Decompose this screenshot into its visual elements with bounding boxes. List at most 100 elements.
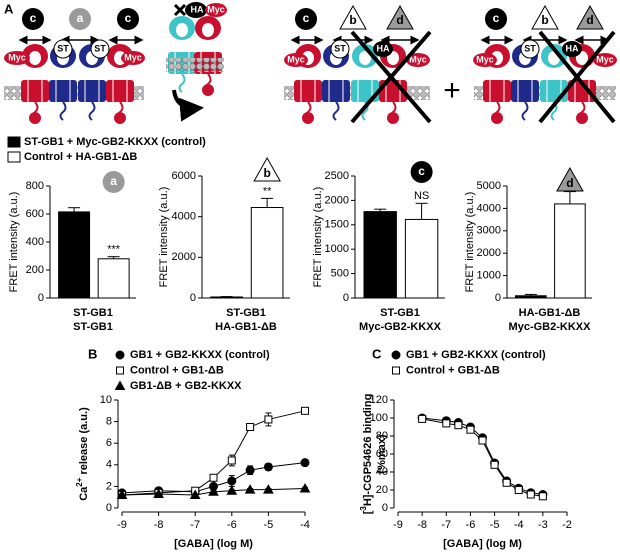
y-tick-label: 2000 [325, 194, 349, 206]
y-tick-label: 5000 [477, 180, 501, 192]
x-label: ST-GB1 [73, 321, 113, 333]
y-axis-label-part: release (a.u.) [78, 407, 90, 478]
tag-label: ST [334, 43, 346, 53]
badge [339, 4, 367, 30]
marker [263, 462, 273, 472]
badge [295, 8, 317, 30]
y-tick-label: 2500 [325, 170, 349, 182]
badge-label: a [110, 174, 117, 188]
tag-label: Myc [124, 52, 142, 62]
x-tick-label: -2 [562, 519, 572, 531]
x-tick-label: -8 [417, 519, 427, 531]
marker [478, 436, 487, 445]
y-axis-label-part: H]-CGP54626 binding [362, 394, 374, 506]
marker [227, 476, 237, 486]
tag-label: Myc [287, 54, 305, 64]
badge-label: d [586, 13, 593, 27]
marker [526, 490, 535, 499]
receptor [193, 15, 223, 97]
marker [226, 485, 238, 495]
badge [485, 8, 507, 30]
marker [244, 484, 256, 494]
badge-label: b [263, 166, 270, 180]
cross [350, 30, 432, 124]
badge-label: b [349, 13, 356, 27]
badge-label: c [30, 11, 37, 25]
tag [284, 53, 308, 67]
tag-label: Myc [207, 4, 225, 14]
y-axis-label: FRET intensity (a.u.) [8, 192, 20, 293]
y-tick-label: 20 [376, 484, 388, 496]
marker [116, 489, 128, 500]
marker [114, 380, 126, 390]
y-tick-label: 1500 [325, 219, 349, 231]
receptor [167, 15, 197, 93]
tag-label: HA [191, 4, 204, 14]
y-tick-label: 0 [38, 292, 44, 304]
legend-label: GB1 + GB2-KKXX (control) [130, 349, 270, 361]
x-tick-label: -9 [393, 519, 403, 531]
y-tick-label: 0 [495, 292, 501, 304]
badge [576, 4, 604, 30]
badge-label: b [541, 13, 548, 27]
y-tick-label: 4000 [172, 211, 196, 223]
tag-label: Myc [476, 54, 494, 64]
series-line [422, 418, 543, 497]
marker [442, 419, 451, 428]
legend-label: Control + GB1-ΔB [406, 364, 500, 376]
bar [58, 211, 91, 299]
tag [330, 39, 350, 59]
plus: + [443, 74, 461, 107]
y-tick-label: 60 [376, 448, 388, 460]
y-tick-label: 6 [106, 437, 112, 449]
significance: NS [414, 190, 429, 202]
x-tick-label: -6 [227, 519, 237, 531]
y-axis-label: [3H]-CGP54626 binding [359, 394, 374, 515]
membrane [166, 58, 224, 72]
badge [117, 8, 139, 30]
cross [538, 30, 616, 124]
y-tick-label: 2 [106, 480, 112, 492]
bar [210, 296, 243, 299]
legend-swatch [7, 136, 21, 148]
y-tick-label: 0 [343, 292, 349, 304]
y-tick-label: 0 [190, 292, 196, 304]
legend-swatch [7, 151, 21, 163]
y-axis-label-part: (%max) [376, 434, 388, 473]
tag-label: HA [377, 43, 390, 53]
badge [69, 8, 91, 30]
tag-label: ST [57, 43, 69, 53]
y-tick-label: 8 [106, 416, 112, 428]
x-axis-label: [GABA] (log M) [443, 538, 522, 550]
badge [22, 8, 44, 30]
y-axis-label-part: [ [362, 510, 374, 514]
y-axis-label: (%max) [376, 434, 388, 473]
panel-label: C [372, 346, 382, 361]
marker [209, 473, 218, 482]
y-axis-label: FRET intensity (a.u.) [158, 187, 170, 288]
x-label: ST-GB1 [380, 307, 420, 319]
tag-label: ST [524, 43, 536, 53]
badge-label: c [493, 11, 500, 25]
y-tick-label: 500 [331, 268, 349, 280]
marker [263, 484, 274, 494]
y-tick-label: 2000 [172, 251, 196, 263]
y-tick-label: 40 [376, 466, 388, 478]
marker [115, 350, 125, 360]
y-axis-label: FRET intensity (a.u.) [312, 187, 324, 288]
tag [593, 53, 617, 67]
badge [386, 4, 414, 30]
legend-label: GB1 + GB2-KKXX (control) [406, 349, 546, 361]
marker [301, 406, 309, 415]
marker [392, 366, 400, 375]
tag [121, 51, 145, 65]
y-tick-label: 0 [106, 502, 112, 514]
marker [502, 478, 511, 487]
badge-label: a [77, 11, 84, 25]
y-tick-label: 200 [26, 264, 44, 276]
bar [363, 211, 397, 299]
marker [153, 488, 164, 498]
bar [554, 203, 586, 299]
marker [208, 486, 219, 496]
